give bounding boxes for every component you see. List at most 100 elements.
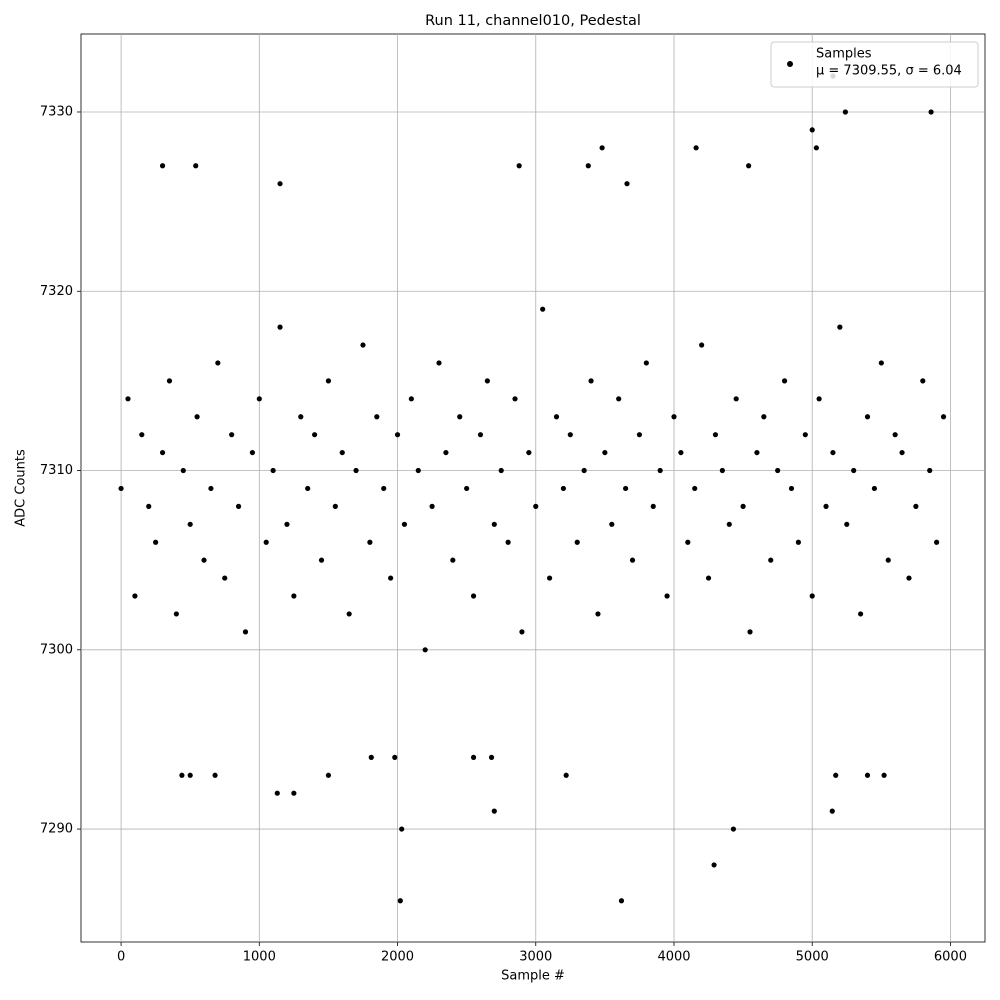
data-point — [374, 414, 380, 420]
data-point — [298, 414, 304, 420]
data-point — [429, 503, 435, 509]
data-point — [208, 485, 214, 492]
data-point — [222, 575, 228, 581]
data-point — [139, 432, 145, 438]
data-point — [360, 342, 366, 348]
data-point — [857, 611, 864, 617]
data-point — [816, 396, 822, 402]
data-point — [212, 772, 218, 778]
x-tick-label: 5000 — [796, 950, 829, 965]
data-point — [618, 898, 625, 904]
data-point — [775, 467, 781, 474]
x-tick-label: 4000 — [657, 950, 690, 965]
data-point — [830, 449, 836, 456]
data-point — [484, 378, 490, 384]
x-tick-label: 2000 — [381, 950, 414, 965]
data-point — [595, 611, 601, 617]
data-point — [928, 109, 934, 115]
data-point — [553, 414, 560, 420]
data-point — [367, 539, 373, 545]
data-point — [823, 503, 829, 509]
data-point — [585, 163, 591, 169]
data-point — [643, 360, 649, 366]
data-point — [650, 503, 656, 509]
data-point — [505, 539, 511, 545]
data-point — [305, 485, 311, 492]
data-point — [609, 521, 615, 527]
data-point — [685, 539, 691, 545]
data-point — [194, 414, 200, 420]
plot-frame — [80, 33, 986, 943]
data-point — [813, 145, 819, 151]
data-point — [624, 181, 630, 187]
data-point — [795, 539, 801, 545]
data-point — [934, 539, 940, 545]
data-point — [913, 503, 919, 509]
data-point — [242, 629, 249, 635]
data-point — [470, 754, 477, 760]
data-point — [746, 163, 752, 169]
data-point — [270, 467, 276, 474]
data-point — [699, 342, 705, 348]
legend-box — [770, 41, 979, 88]
data-point — [498, 467, 504, 474]
data-point — [284, 521, 290, 527]
data-point — [153, 539, 159, 545]
data-point — [166, 378, 173, 384]
data-point — [464, 485, 470, 492]
data-point — [788, 485, 795, 492]
data-point — [829, 808, 835, 814]
y-axis-label: ADC Counts — [14, 449, 29, 527]
data-point — [864, 772, 871, 778]
x-axis-label: Sample # — [501, 969, 565, 984]
data-point — [415, 467, 421, 474]
data-point — [318, 557, 325, 563]
data-point — [768, 557, 774, 563]
data-point — [394, 432, 401, 438]
data-point — [740, 503, 746, 509]
data-point — [546, 575, 553, 581]
data-point — [159, 449, 166, 456]
data-point — [159, 163, 166, 169]
data-point — [491, 521, 497, 527]
data-point — [657, 467, 663, 474]
data-point — [256, 396, 262, 402]
data-point — [277, 181, 283, 187]
data-point — [193, 163, 199, 169]
data-point — [249, 449, 256, 456]
data-point — [436, 360, 442, 366]
data-point — [871, 485, 878, 492]
data-point — [692, 485, 698, 492]
data-point — [623, 485, 629, 492]
data-point — [399, 826, 405, 832]
data-point — [802, 432, 808, 438]
legend-marker — [787, 61, 793, 67]
data-point — [291, 593, 297, 599]
data-point — [678, 449, 684, 456]
data-point — [392, 754, 398, 760]
data-point — [878, 360, 884, 366]
y-tick-label: 7290 — [40, 822, 73, 837]
data-point — [526, 449, 532, 456]
data-point — [450, 557, 456, 563]
data-point — [443, 449, 449, 456]
data-point — [636, 432, 643, 438]
data-point — [397, 898, 403, 904]
data-point — [346, 611, 352, 617]
data-point — [899, 449, 905, 456]
data-point — [761, 414, 767, 420]
data-point — [263, 539, 269, 545]
data-point — [719, 467, 725, 474]
data-point — [833, 772, 839, 778]
data-point — [781, 378, 788, 384]
y-tick-label: 7330 — [40, 104, 73, 119]
data-point — [339, 449, 345, 456]
data-point — [201, 557, 207, 563]
data-point — [842, 109, 848, 115]
data-point — [940, 414, 947, 420]
data-point — [664, 593, 670, 599]
data-point — [229, 432, 235, 438]
data-point — [885, 557, 891, 563]
data-point — [920, 378, 926, 384]
